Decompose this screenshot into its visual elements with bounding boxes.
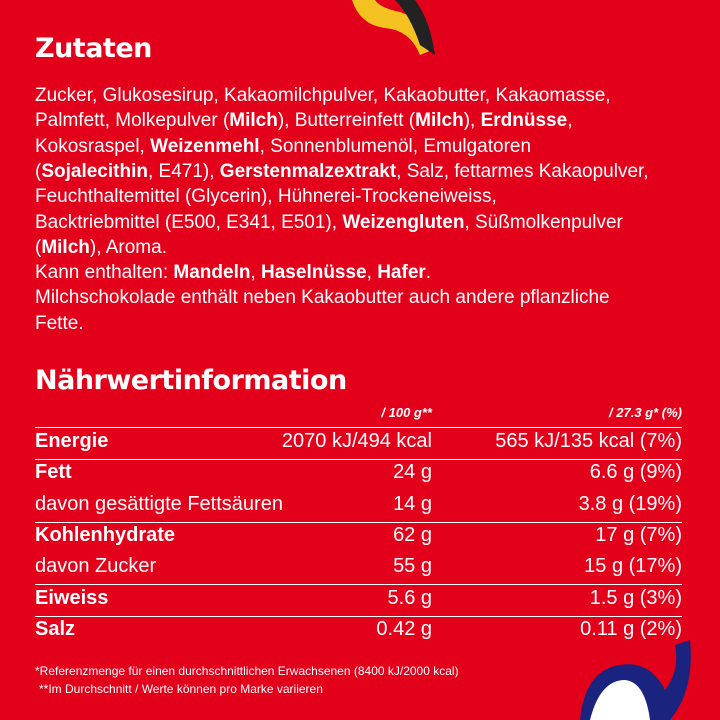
ingredient-text: , E471),: [147, 160, 220, 182]
ingredient-text: Feuchthaltemittel (Glycerin), Hühnerei-T…: [35, 186, 497, 208]
row-value: 17 g (7%): [595, 523, 682, 546]
ingredient-text: Backtriebmittel (E500, E341, E501),: [35, 211, 343, 233]
ingredient-text: , Sonnenblumenöl, Emulgatoren: [259, 135, 532, 157]
ingredient-text: ), Butterreinfett (: [277, 110, 416, 132]
row-value: 5.6 g: [387, 586, 432, 609]
rule: [35, 521, 682, 523]
row-label: Salz: [35, 617, 76, 640]
row-value: 15 g (17%): [584, 555, 682, 578]
allergen: Erdnüsse: [480, 110, 568, 132]
ribbon-top: [352, 0, 432, 55]
ingredient-line: Zucker, Glukosesirup, Kakaomilchpulver, …: [35, 85, 611, 107]
rule: [35, 615, 682, 617]
footnote: **Im Durchschnitt / Werte können pro Mar…: [39, 682, 323, 696]
allergen: Mandeln: [173, 262, 251, 284]
row-label: Fett: [35, 461, 72, 484]
allergen: Hafer: [377, 262, 426, 284]
allergen: Milch: [41, 236, 90, 258]
allergen: Weizenmehl: [150, 135, 260, 157]
allergen: Weizengluten: [342, 211, 465, 233]
ingredient-line: Palmfett, Molkepulver (Milch), Butterrei…: [35, 110, 572, 132]
allergen: Haselnüsse: [261, 262, 367, 284]
ingredient-text: ,: [567, 110, 573, 132]
row-value: 565 kJ/135 kcal (7%): [495, 430, 682, 452]
ingredient-line: (Sojalecithin, E471), Gerstenmalzextrakt…: [35, 161, 649, 183]
ingredient-text: (: [35, 160, 42, 182]
ingredient-line: Milchschokolade enthält neben Kakaobutte…: [35, 287, 610, 309]
ingredient-line: (Milch), Aroma.: [35, 237, 167, 259]
allergen: Milch: [229, 110, 278, 132]
ingredient-line: Fette.: [35, 313, 84, 335]
ingredient-text: ,: [250, 262, 262, 284]
row-value: 3.8 g (19%): [578, 492, 682, 515]
ingredient-text: Zucker, Glukosesirup, Kakaomilchpulver, …: [35, 85, 611, 106]
ingredient-line: Kann enthalten: Mandeln, Haselnüsse, Haf…: [35, 262, 431, 284]
ingredient-text: Kokosraspel,: [35, 135, 151, 157]
ingredient-line: Kokosraspel, Weizenmehl, Sonnenblumenöl,…: [35, 136, 531, 158]
row-label: Kohlenhydrate: [35, 523, 176, 546]
row-value: 2070 kJ/494 kcal: [281, 430, 432, 452]
row-value: 24 g: [393, 461, 432, 484]
ingredient-text: Palmfett, Molkepulver (: [35, 110, 230, 132]
rule: [35, 427, 682, 428]
row-label: davon gesättigte Fettsäuren: [35, 492, 283, 515]
ingredient-line: Backtriebmittel (E500, E341, E501), Weiz…: [35, 212, 623, 234]
ingredient-text: (: [35, 236, 42, 258]
row-label: Eiweiss: [35, 586, 109, 609]
ingredient-text: ),: [463, 110, 481, 132]
ribbon-top-dark: [395, 0, 435, 55]
ingredient-text: Milchschokolade enthält neben Kakaobutte…: [35, 287, 610, 309]
ingredient-text: , Salz, fettarmes Kakaopulver,: [396, 160, 649, 182]
allergen: Milch: [415, 110, 464, 132]
ingredient-text: , Süßmolkenpulver: [464, 211, 623, 233]
column-header: / 27.3 g* (%): [609, 405, 682, 420]
allergen: Gerstenmalzextrakt: [219, 160, 397, 182]
ingredient-text: ,: [366, 262, 378, 284]
row-value: 0.11 g (2%): [580, 617, 682, 640]
row-label: Energie: [35, 430, 109, 452]
ingredient-text: Kann enthalten:: [35, 262, 174, 284]
section-title: Zutaten: [35, 33, 152, 64]
row-value: 14 g: [393, 492, 432, 515]
footnote: *Referenzmenge für einen durchschnittlic…: [35, 664, 459, 678]
rule: [35, 584, 682, 586]
section-title: Nährwertinformation: [35, 365, 347, 396]
column-header: / 100 g**: [381, 405, 432, 420]
row-value: 62 g: [393, 523, 432, 546]
ingredient-text: ), Aroma.: [89, 236, 167, 258]
ingredient-line: Feuchthaltemittel (Glycerin), Hühnerei-T…: [35, 186, 497, 208]
row-value: 1.5 g (3%): [589, 586, 682, 609]
ribbon-bottom-white: [590, 680, 650, 720]
row-value: 55 g: [393, 555, 432, 578]
ingredient-text: Fette.: [35, 312, 84, 334]
row-label: davon Zucker: [35, 555, 157, 578]
rule: [35, 459, 682, 460]
row-value: 6.6 g (9%): [589, 461, 682, 484]
row-value: 0.42 g: [376, 617, 432, 640]
ingredient-text: .: [425, 262, 432, 284]
allergen: Sojalecithin: [41, 160, 148, 182]
